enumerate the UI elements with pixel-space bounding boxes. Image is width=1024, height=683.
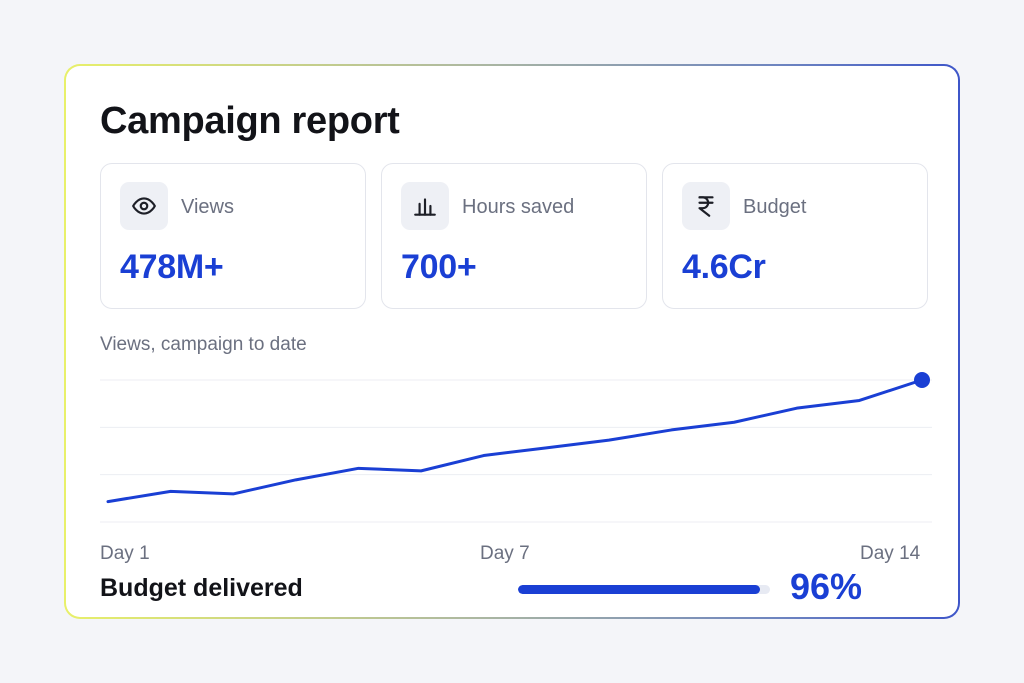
- stat-label: Budget: [743, 196, 807, 218]
- stat-card-hours-saved: Hours saved 700+: [381, 163, 647, 309]
- stat-value: 4.6Cr: [682, 248, 766, 286]
- report-title: Campaign report: [100, 100, 400, 142]
- report-card: Campaign report Views 478M+: [66, 66, 958, 617]
- stat-value: 478M+: [120, 248, 224, 286]
- stat-label: Views: [181, 196, 234, 218]
- progress-fill: [518, 585, 760, 594]
- chart-caption: Views, campaign to date: [100, 334, 307, 355]
- eye-icon: [120, 182, 168, 230]
- x-tick-label-day-1: Day 1: [100, 543, 150, 564]
- x-tick-label-day-14: Day 14: [860, 543, 921, 564]
- stat-label: Hours saved: [462, 196, 575, 218]
- x-tick-label-day-7: Day 7: [480, 543, 530, 564]
- latest-point-marker: [914, 372, 930, 388]
- stat-card-budget: Budget 4.6Cr: [662, 163, 928, 309]
- stat-value: 700+: [401, 248, 477, 286]
- stat-card-views: Views 478M+: [100, 163, 366, 309]
- progress-track: [518, 585, 770, 594]
- report-card-border: Campaign report Views 478M+: [64, 64, 960, 619]
- rupee-icon: [682, 182, 730, 230]
- progress-label: Budget delivered: [100, 574, 303, 602]
- progress-value: 96%: [790, 566, 863, 607]
- views-line-chart: [100, 372, 932, 523]
- views-series-line: [106, 378, 924, 504]
- bar-chart-icon: [401, 182, 449, 230]
